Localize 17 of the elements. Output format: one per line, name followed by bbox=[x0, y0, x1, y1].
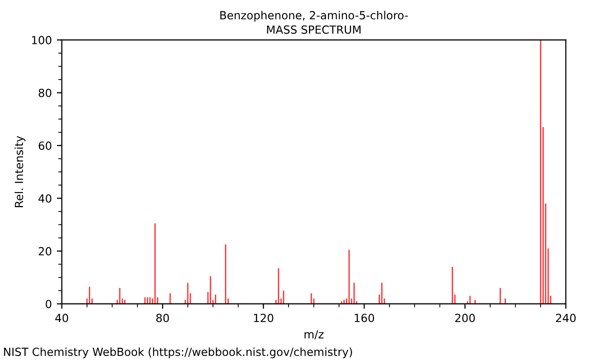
x-tick-label: 200 bbox=[455, 314, 475, 322]
y-axis-title: Rel. Intensity bbox=[14, 136, 26, 208]
y-tick-label: 80 bbox=[38, 88, 52, 98]
y-tick-label: 40 bbox=[38, 194, 52, 203]
y-tick-label: 20 bbox=[38, 247, 52, 256]
y-tick-label: 100 bbox=[32, 36, 52, 44]
x-tick-label: 160 bbox=[354, 314, 374, 322]
x-tick-label: 80 bbox=[156, 314, 169, 322]
x-tick-label: 40 bbox=[55, 314, 68, 322]
x-tick-label: 120 bbox=[254, 314, 274, 322]
chart-subtitle: MASS SPECTRUM bbox=[267, 25, 361, 34]
chart-title: Benzophenone, 2-amino-5-chloro- bbox=[220, 10, 408, 22]
y-tick-label: 0 bbox=[46, 300, 52, 308]
text: NIST Chemistry WebBook (https://webbook.nist.gov/chemistry) bbox=[4, 347, 352, 358]
x-axis-title: m/z bbox=[304, 330, 324, 340]
x-tick-label: 240 bbox=[556, 314, 576, 322]
y-tick-label: 60 bbox=[38, 141, 52, 150]
